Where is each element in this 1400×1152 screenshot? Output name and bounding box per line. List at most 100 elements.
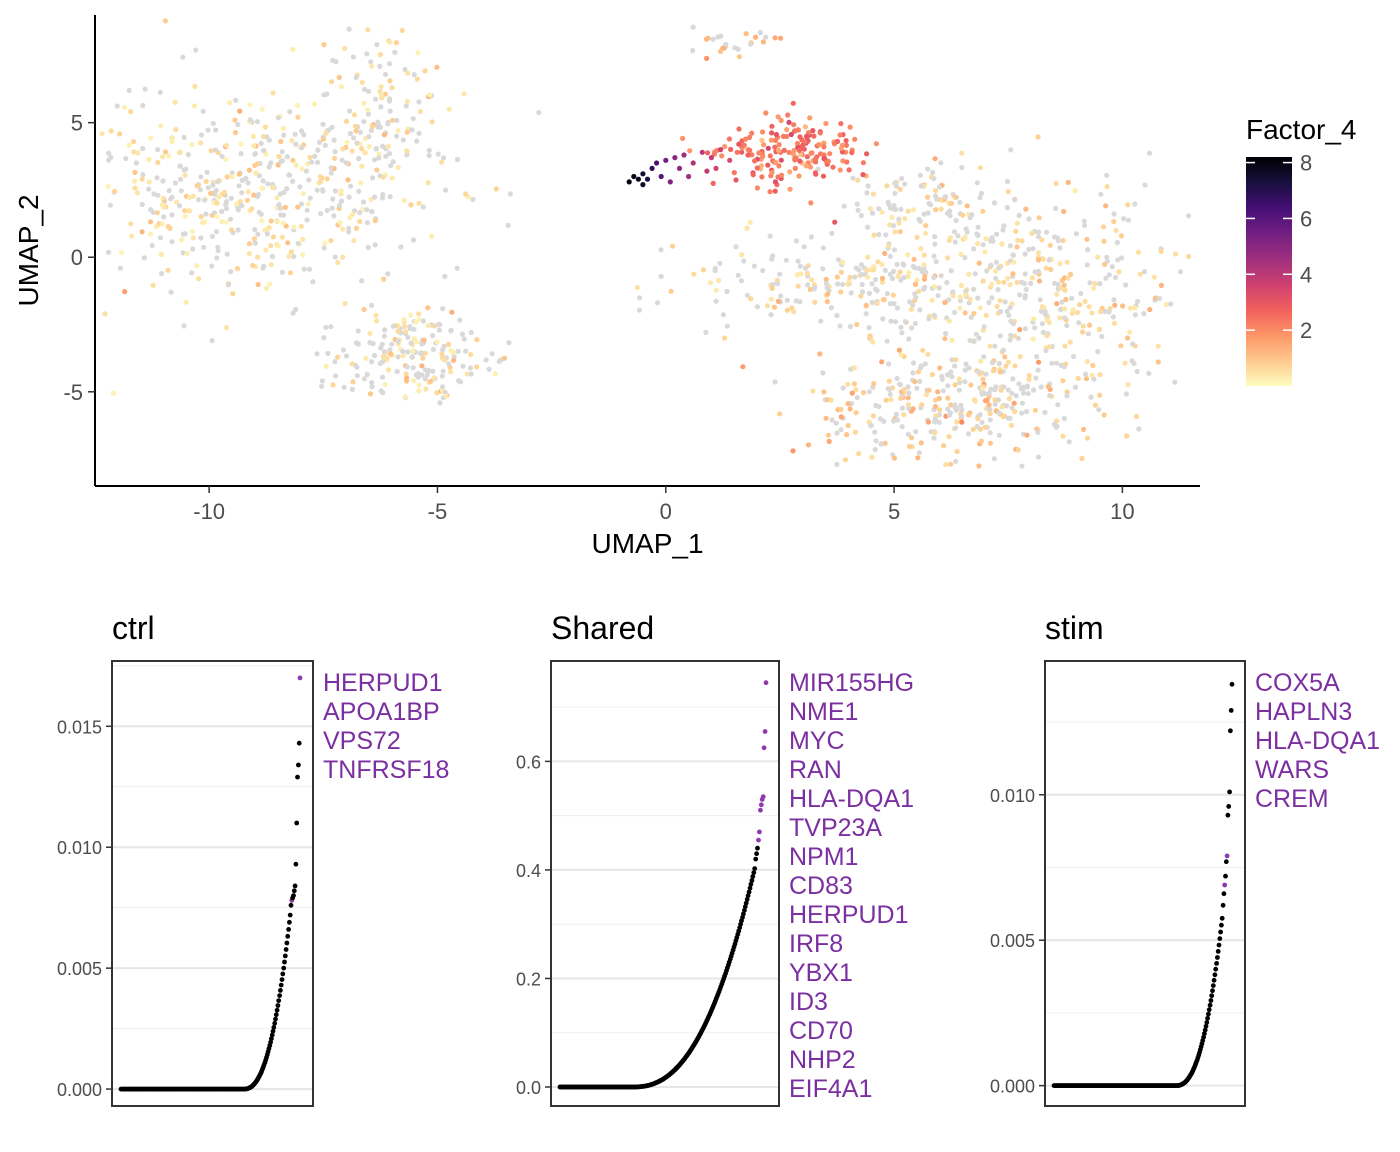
- umap-point: [889, 385, 896, 391]
- umap-point: [710, 36, 716, 42]
- umap-point: [409, 127, 415, 133]
- umap-point: [852, 274, 858, 280]
- umap-point: [146, 186, 152, 192]
- umap-point: [139, 176, 145, 182]
- umap-point: [198, 235, 204, 241]
- rank-point: [275, 1003, 281, 1008]
- umap-point: [992, 387, 998, 393]
- umap-point: [390, 159, 396, 165]
- umap-point: [166, 153, 172, 159]
- umap-point: [984, 397, 990, 403]
- umap-point: [342, 300, 348, 307]
- rank-point: [284, 940, 290, 946]
- umap-point: [350, 54, 356, 60]
- umap-point: [1131, 360, 1137, 366]
- umap-point: [887, 271, 893, 277]
- umap-point: [921, 286, 927, 292]
- umap-point: [828, 397, 834, 403]
- umap-point: [1112, 302, 1118, 308]
- umap-point: [838, 269, 845, 275]
- umap-point: [428, 378, 434, 384]
- umap-point: [997, 333, 1003, 339]
- umap-point: [884, 291, 890, 297]
- umap-point: [749, 152, 755, 158]
- gene-label: NHP2: [789, 1046, 856, 1074]
- umap-point: [360, 199, 367, 205]
- umap-point: [1007, 243, 1013, 249]
- umap-point: [332, 155, 338, 161]
- umap-point: [876, 231, 882, 238]
- umap-point: [1013, 393, 1019, 399]
- umap-point: [879, 279, 886, 285]
- umap-point: [245, 189, 251, 195]
- umap-point: [991, 200, 998, 206]
- umap-point: [1125, 202, 1131, 208]
- umap-point: [897, 269, 903, 275]
- umap-point: [1172, 379, 1178, 385]
- umap-point: [350, 211, 356, 217]
- umap-point: [330, 382, 336, 388]
- umap-point: [235, 227, 241, 233]
- umap-point: [993, 268, 999, 274]
- umap-point: [198, 174, 204, 180]
- umap-point: [1132, 305, 1138, 311]
- umap-point: [393, 40, 399, 46]
- umap-point: [372, 242, 378, 248]
- umap-point: [177, 163, 183, 169]
- gene-label: RAN: [789, 756, 842, 784]
- umap-point: [411, 72, 417, 78]
- umap-point: [1005, 387, 1011, 393]
- umap-point: [888, 205, 894, 211]
- umap-point: [492, 371, 498, 377]
- umap-point: [925, 210, 931, 216]
- umap-point: [976, 260, 982, 266]
- umap-point: [906, 336, 912, 342]
- umap-point: [102, 311, 108, 317]
- umap-point: [1075, 375, 1081, 381]
- umap-point: [340, 347, 347, 353]
- umap-point: [180, 54, 186, 60]
- umap-point: [918, 440, 924, 446]
- rank-point: [282, 959, 287, 965]
- umap-point: [325, 350, 331, 356]
- umap-point: [382, 91, 388, 97]
- umap-point: [654, 300, 661, 306]
- umap-point: [1036, 229, 1042, 235]
- umap-point: [752, 158, 758, 164]
- umap-point: [235, 121, 241, 128]
- umap-point: [380, 359, 386, 365]
- umap-point: [1092, 280, 1098, 287]
- umap-point: [268, 218, 274, 224]
- rank-point: [270, 1028, 276, 1034]
- umap-point: [797, 158, 803, 164]
- umap-point: [786, 149, 792, 155]
- umap-point: [255, 254, 261, 260]
- umap-point: [1121, 216, 1127, 222]
- umap-point: [340, 254, 346, 260]
- umap-point: [906, 270, 912, 276]
- gene-label: APOA1BP: [323, 698, 440, 726]
- umap-point: [951, 229, 958, 235]
- umap-point: [1111, 320, 1118, 326]
- umap-point: [735, 272, 741, 278]
- umap-point: [758, 163, 764, 169]
- rank-point: [1224, 853, 1230, 859]
- umap-point: [323, 324, 329, 330]
- umap-point: [336, 74, 342, 80]
- umap-point: [260, 178, 266, 184]
- umap-point: [942, 299, 948, 306]
- umap-point: [954, 419, 960, 425]
- umap-point: [843, 142, 850, 148]
- umap-point: [252, 240, 258, 246]
- umap-point: [634, 284, 641, 291]
- y-tick-label: 0.015: [57, 717, 102, 737]
- umap-point: [383, 355, 389, 361]
- umap-point: [987, 410, 993, 417]
- umap-point: [1128, 305, 1134, 311]
- umap-point: [1079, 455, 1085, 462]
- umap-point: [259, 185, 265, 191]
- umap-point: [196, 276, 202, 282]
- umap-point: [468, 371, 474, 377]
- umap-point: [361, 100, 367, 106]
- umap-point: [182, 172, 188, 178]
